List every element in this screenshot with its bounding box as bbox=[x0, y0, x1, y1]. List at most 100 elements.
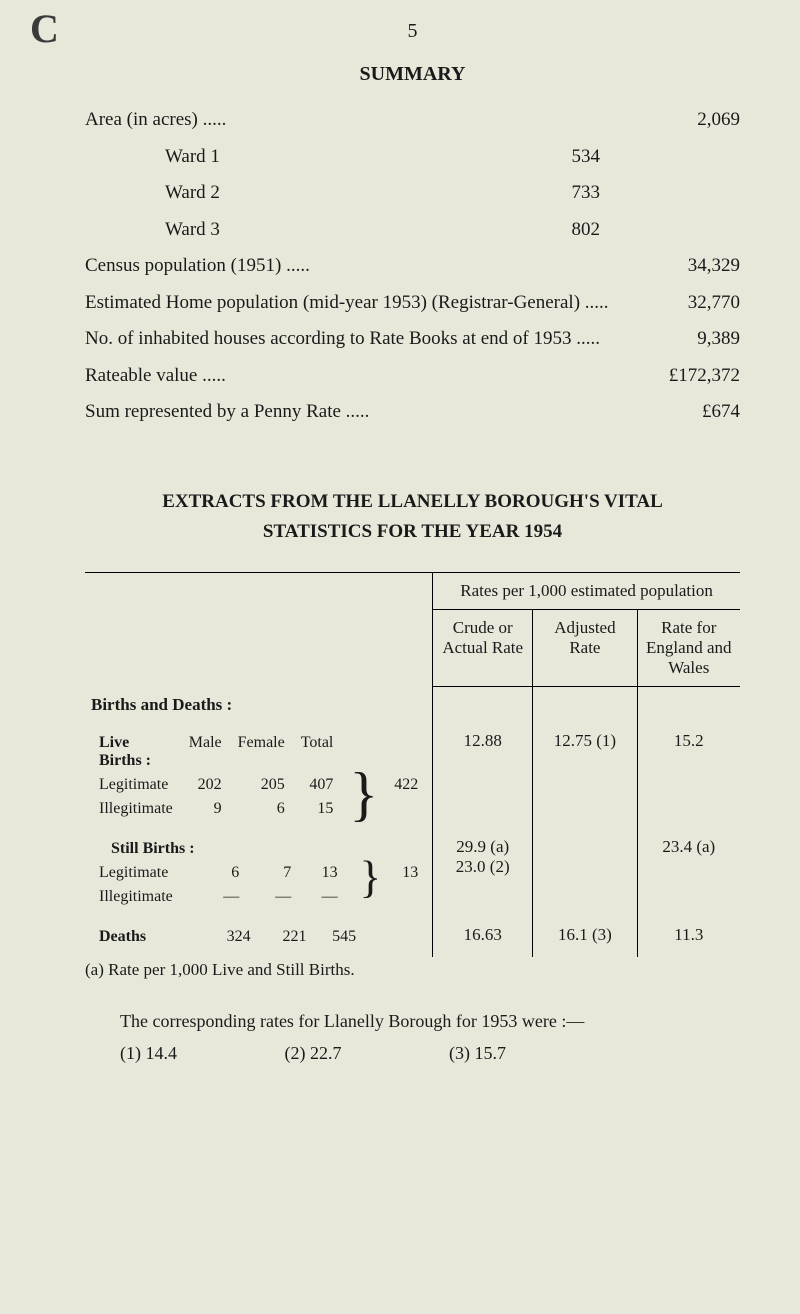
data-cell: 324 bbox=[209, 925, 259, 949]
data-cell: — bbox=[247, 885, 299, 909]
summary-row: Census population (1951) ..... 34,329 bbox=[85, 252, 740, 281]
summary-mid: 534 bbox=[550, 143, 640, 172]
summary-label: No. of inhabited houses according to Rat… bbox=[85, 325, 640, 354]
brace-icon: } bbox=[346, 861, 390, 909]
crude-rate-2: 23.0 (2) bbox=[456, 857, 510, 876]
row-label: Legitimate bbox=[91, 773, 181, 797]
table-cell bbox=[433, 687, 533, 723]
empty-header bbox=[85, 573, 433, 610]
data-cell: 6 bbox=[201, 861, 247, 885]
corner-decoration: C bbox=[30, 5, 59, 52]
england-rate: 23.4 (a) bbox=[637, 829, 740, 917]
page-number: 5 bbox=[85, 20, 740, 43]
bracket-total: 422 bbox=[386, 773, 426, 821]
summary-label: Estimated Home population (mid-year 1953… bbox=[85, 289, 640, 318]
summary-row: Ward 3 802 bbox=[85, 216, 740, 245]
data-cell: 407 bbox=[293, 773, 342, 797]
table-header-row: Rates per 1,000 estimated population bbox=[85, 573, 740, 610]
data-cell: 205 bbox=[230, 773, 293, 797]
table-row: Births and Deaths : bbox=[85, 687, 740, 723]
summary-section: Area (in acres) ..... 2,069 Ward 1 534 W… bbox=[85, 106, 740, 427]
corresponding-text: The corresponding rates for Llanelly Bor… bbox=[85, 1005, 740, 1070]
data-cell: 13 bbox=[299, 861, 345, 885]
extracts-title-line2: STATISTICS FOR THE YEAR 1954 bbox=[263, 521, 562, 542]
corresponding-val: (1) 14.4 bbox=[120, 1037, 280, 1069]
data-cell: 15 bbox=[293, 797, 342, 821]
corresponding-val: (2) 22.7 bbox=[285, 1037, 445, 1069]
table-row: Live Births : Male Female Total Legitima… bbox=[85, 723, 740, 829]
adjusted-rate: 12.75 (1) bbox=[533, 723, 637, 829]
row-label: Illegitimate bbox=[91, 797, 181, 821]
summary-label: Area (in acres) ..... bbox=[85, 106, 640, 135]
summary-label: Sum represented by a Penny Rate ..... bbox=[85, 398, 640, 427]
data-cell: 6 bbox=[230, 797, 293, 821]
table-footnote: (a) Rate per 1,000 Live and Still Births… bbox=[85, 960, 740, 980]
stats-table: Rates per 1,000 estimated population Cru… bbox=[85, 572, 740, 957]
summary-value: £172,372 bbox=[640, 362, 740, 391]
summary-value bbox=[640, 143, 740, 172]
summary-value: 2,069 bbox=[640, 106, 740, 135]
row-label: Illegitimate bbox=[91, 885, 201, 909]
summary-row: Estimated Home population (mid-year 1953… bbox=[85, 289, 740, 318]
col-male: Male bbox=[181, 731, 230, 773]
summary-row: No. of inhabited houses according to Rat… bbox=[85, 325, 740, 354]
summary-row: Ward 1 534 bbox=[85, 143, 740, 172]
bracket-total: 13 bbox=[389, 861, 426, 909]
rates-header: Rates per 1,000 estimated population bbox=[433, 573, 740, 610]
col-header: Crude or Actual Rate bbox=[433, 610, 533, 687]
summary-mid: 733 bbox=[550, 179, 640, 208]
adjusted-rate bbox=[533, 829, 637, 917]
corresponding-line1: The corresponding rates for Llanelly Bor… bbox=[120, 1011, 584, 1031]
brace-icon: } bbox=[341, 773, 386, 821]
table-header-row: Crude or Actual Rate Adjusted Rate Rate … bbox=[85, 610, 740, 687]
section-title: Births and Deaths : bbox=[85, 687, 433, 723]
summary-value: £674 bbox=[640, 398, 740, 427]
summary-row: Sum represented by a Penny Rate ..... £6… bbox=[85, 398, 740, 427]
deaths-label: Deaths bbox=[91, 925, 209, 949]
empty-header bbox=[85, 610, 433, 687]
spacer bbox=[386, 731, 426, 773]
adjusted-rate: 16.1 (3) bbox=[533, 917, 637, 957]
corresponding-val: (3) 15.7 bbox=[449, 1037, 609, 1069]
col-female: Female bbox=[230, 731, 293, 773]
summary-label: Ward 1 bbox=[85, 143, 550, 172]
data-cell: 7 bbox=[247, 861, 299, 885]
summary-value: 32,770 bbox=[640, 289, 740, 318]
row-label: Legitimate bbox=[91, 861, 201, 885]
extracts-title-line1: EXTRACTS FROM THE LLANELLY BOROUGH'S VIT… bbox=[162, 491, 663, 512]
crude-rate: 16.63 bbox=[433, 917, 533, 957]
summary-title: SUMMARY bbox=[85, 63, 740, 86]
summary-value: 9,389 bbox=[640, 325, 740, 354]
summary-label: Ward 3 bbox=[85, 216, 550, 245]
extracts-title: EXTRACTS FROM THE LLANELLY BOROUGH'S VIT… bbox=[85, 487, 740, 548]
live-births-label: Live Births : bbox=[91, 731, 181, 773]
summary-mid: 802 bbox=[550, 216, 640, 245]
col-header: Adjusted Rate bbox=[533, 610, 637, 687]
data-cell: 545 bbox=[314, 925, 364, 949]
data-cell: — bbox=[201, 885, 247, 909]
summary-value: 34,329 bbox=[640, 252, 740, 281]
col-header: Rate for England and Wales bbox=[637, 610, 740, 687]
crude-rate-1: 29.9 (a) bbox=[456, 837, 509, 856]
summary-row: Ward 2 733 bbox=[85, 179, 740, 208]
summary-value bbox=[640, 179, 740, 208]
crude-rate: 12.88 bbox=[433, 723, 533, 829]
summary-label: Ward 2 bbox=[85, 179, 550, 208]
table-row: Still Births : Legitimate 6 7 13 } 13 Il… bbox=[85, 829, 740, 917]
summary-row: Area (in acres) ..... 2,069 bbox=[85, 106, 740, 135]
table-cell bbox=[533, 687, 637, 723]
table-row: Deaths 324 221 545 16.63 16.1 (3) 11.3 bbox=[85, 917, 740, 957]
summary-row: Rateable value ..... £172,372 bbox=[85, 362, 740, 391]
summary-label: Census population (1951) ..... bbox=[85, 252, 640, 281]
crude-rate: 29.9 (a) 23.0 (2) bbox=[433, 829, 533, 917]
data-cell: 221 bbox=[259, 925, 315, 949]
table-cell bbox=[637, 687, 740, 723]
england-rate: 11.3 bbox=[637, 917, 740, 957]
deaths-section: Deaths 324 221 545 bbox=[85, 917, 433, 957]
summary-value bbox=[640, 216, 740, 245]
col-total: Total bbox=[293, 731, 342, 773]
england-rate: 15.2 bbox=[637, 723, 740, 829]
summary-label: Rateable value ..... bbox=[85, 362, 640, 391]
spacer bbox=[364, 925, 389, 949]
data-cell: 202 bbox=[181, 773, 230, 797]
